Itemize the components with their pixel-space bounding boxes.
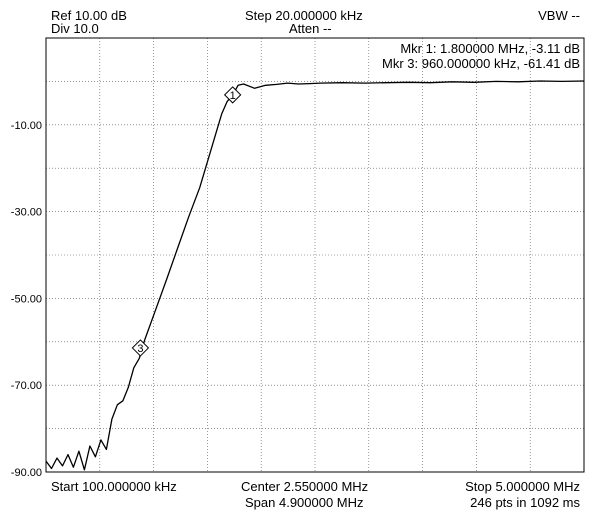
marker-1-diamond (223, 86, 242, 104)
ref-level: Ref 10.00 dB (51, 8, 127, 23)
div-scale: Div 10.0 (51, 21, 99, 36)
marker-symbols: 13 (131, 86, 242, 357)
plot-border (45, 37, 585, 473)
points-sweep-time: 246 pts in 1092 ms (470, 495, 580, 510)
marker-3-label: 3 (137, 343, 143, 355)
marker-3-diamond (131, 339, 150, 357)
marker-1-readout: Mkr 1: 1.800000 MHz, -3.11 dB (400, 41, 580, 56)
trace (45, 80, 585, 471)
start-frequency: Start 100.000000 kHz (51, 479, 177, 494)
y-tick-label: -50.00 (11, 293, 42, 305)
step-size: Step 20.000000 kHz (245, 8, 363, 23)
y-tick-labels: -10.00 -30.00 -50.00 -70.00 -90.00 (11, 120, 42, 479)
trace-line (45, 80, 585, 471)
stop-frequency: Stop 5.000000 MHz (465, 479, 580, 494)
center-frequency: Center 2.550000 MHz (241, 479, 369, 494)
marker-1-label: 1 (230, 90, 236, 102)
span: Span 4.900000 MHz (245, 495, 364, 510)
plot-grid (46, 38, 584, 472)
attenuation: Atten -- (289, 21, 332, 36)
y-tick-label: -30.00 (11, 207, 42, 219)
y-tick-label: -90.00 (11, 467, 42, 479)
y-tick-label: -70.00 (11, 380, 42, 392)
y-tick-label: -10.00 (11, 120, 42, 132)
vbw: VBW -- (538, 8, 580, 23)
